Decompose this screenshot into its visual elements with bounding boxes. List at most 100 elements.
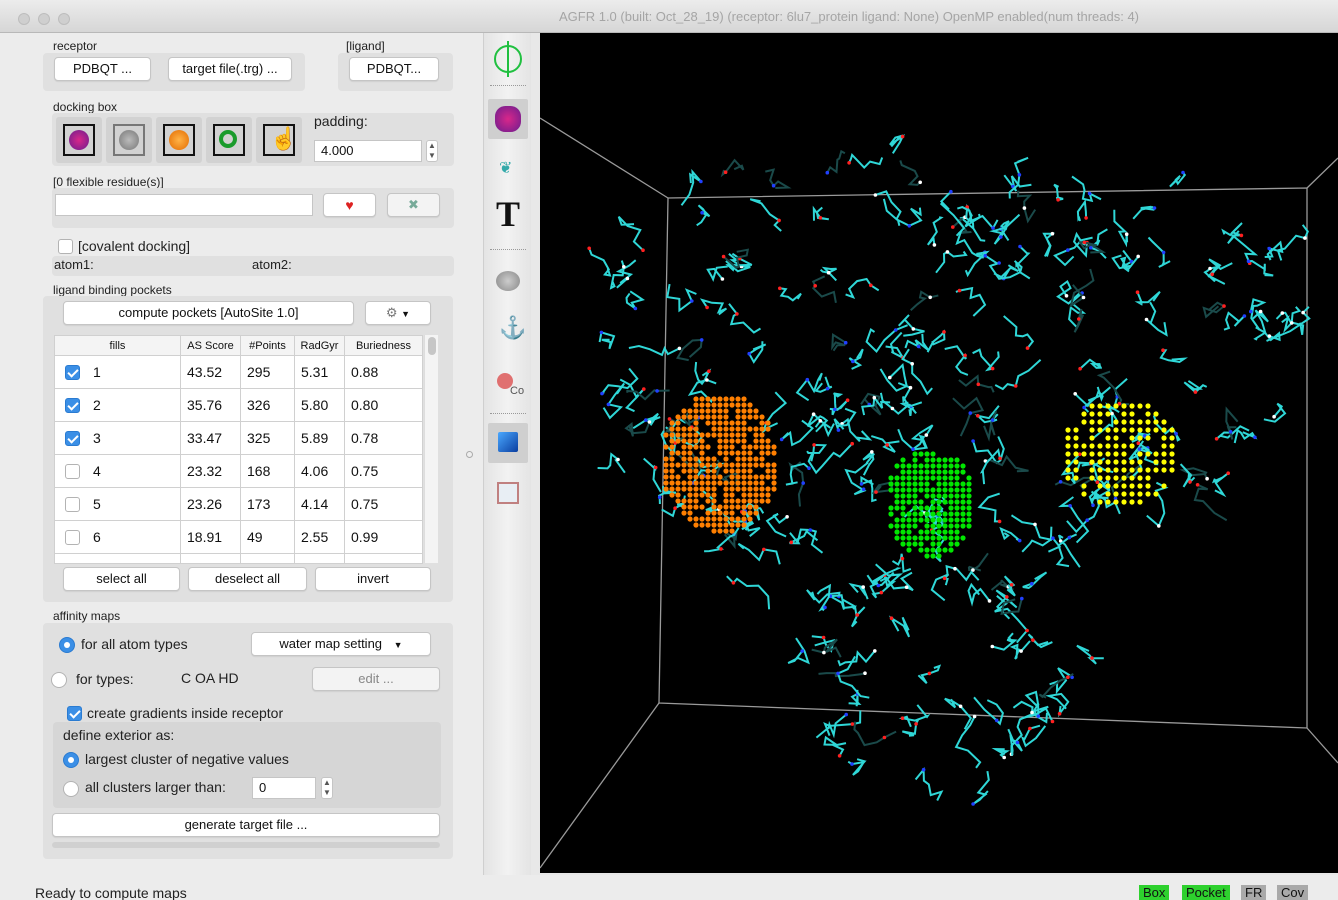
- column-header[interactable]: RadGyr: [294, 335, 345, 356]
- table-row[interactable]: 1 43.52 295 5.31 0.88: [54, 355, 423, 389]
- pocket-point: [747, 414, 753, 420]
- center-view-button[interactable]: [488, 39, 528, 79]
- atom: [1135, 290, 1140, 295]
- pocket-point: [705, 456, 711, 462]
- box-residue-icon[interactable]: [206, 117, 252, 163]
- pocket-checkbox[interactable]: [65, 530, 80, 545]
- pocket-point: [1145, 427, 1151, 433]
- splitter-handle[interactable]: [466, 451, 473, 458]
- edit-types-button[interactable]: edit ...: [312, 667, 440, 691]
- anchor-button[interactable]: ⚓: [488, 311, 528, 351]
- column-header[interactable]: #Points: [240, 335, 295, 356]
- pocket-checkbox[interactable]: [65, 398, 80, 413]
- pocket-point: [1113, 403, 1119, 409]
- column-header[interactable]: Buriedness: [344, 335, 423, 356]
- show-pockets-button[interactable]: [488, 261, 528, 301]
- target-file-button[interactable]: target file(.trg) ...: [168, 57, 292, 81]
- pocket-point: [699, 516, 705, 522]
- padding-stepper[interactable]: ▲ ▼: [426, 140, 438, 162]
- column-header[interactable]: AS Score: [180, 335, 241, 356]
- bond-chain: [787, 637, 810, 665]
- pocket-checkbox[interactable]: [65, 365, 80, 380]
- cluster-size-input[interactable]: 0: [252, 777, 316, 799]
- atom: [1064, 294, 1069, 298]
- pocket-buried-cell: 0.75: [344, 454, 423, 488]
- bond-chain: [699, 298, 728, 316]
- wire-box-button[interactable]: [488, 473, 528, 513]
- pocket-point: [717, 516, 723, 522]
- atom: [1077, 452, 1082, 457]
- show-ligand-button[interactable]: ❦: [488, 149, 528, 189]
- show-box-button[interactable]: [488, 423, 528, 463]
- table-row-partial[interactable]: [54, 553, 423, 564]
- close-window-button[interactable]: [18, 13, 30, 25]
- box-receptor-icon[interactable]: [56, 117, 102, 163]
- status-bar: Ready to compute maps Box Pocket FR Cov: [0, 875, 1338, 900]
- pocket-fill-cell: 3: [54, 421, 181, 455]
- bond-chain: [1003, 315, 1035, 349]
- viewer-canvas[interactable]: [540, 33, 1338, 873]
- receptor-pdbqt-button[interactable]: PDBQT ...: [54, 57, 151, 81]
- table-cell: [240, 553, 295, 564]
- atom: [869, 283, 873, 288]
- padding-input[interactable]: 4.000: [314, 140, 422, 162]
- box-ligand-icon[interactable]: [106, 117, 152, 163]
- minimize-window-button[interactable]: [38, 13, 50, 25]
- pockets-table-scrollbar[interactable]: [424, 335, 438, 563]
- color-button[interactable]: Co: [488, 363, 528, 403]
- pocket-point: [765, 468, 771, 474]
- pocket-point: [942, 481, 948, 487]
- table-row[interactable]: 3 33.47 325 5.89 0.78: [54, 421, 423, 455]
- compute-pockets-button[interactable]: compute pockets [AutoSite 1.0]: [63, 301, 354, 325]
- pocket-checkbox[interactable]: [65, 431, 80, 446]
- water-map-setting-dropdown[interactable]: water map setting ▼: [251, 632, 431, 656]
- pocket-point: [699, 444, 705, 450]
- create-gradients-checkbox[interactable]: [67, 706, 82, 721]
- pocket-point: [711, 420, 717, 426]
- show-receptor-button[interactable]: [488, 99, 528, 139]
- atom: [699, 179, 703, 184]
- pocket-point: [948, 511, 954, 517]
- table-row[interactable]: 4 23.32 168 4.06 0.75: [54, 454, 423, 488]
- atom: [861, 487, 866, 492]
- cluster-size-stepper[interactable]: ▲ ▼: [321, 777, 333, 799]
- atom: [991, 226, 995, 230]
- text-label-button[interactable]: T: [488, 193, 528, 234]
- pocket-point: [900, 517, 906, 523]
- ligand-pdbqt-button[interactable]: PDBQT...: [349, 57, 439, 81]
- pocket-options-dropdown[interactable]: ⚙ ▼: [365, 301, 431, 325]
- pocket-point: [735, 414, 741, 420]
- for-types-radio[interactable]: [51, 672, 67, 688]
- molecule-viewer[interactable]: [540, 33, 1338, 873]
- atom: [958, 704, 963, 709]
- covalent-docking-checkbox[interactable]: [58, 239, 73, 254]
- pocket-point: [894, 535, 900, 541]
- box-pocket-icon[interactable]: [156, 117, 202, 163]
- all-clusters-radio[interactable]: [63, 781, 79, 797]
- atom: [1025, 346, 1030, 350]
- flex-residue-input[interactable]: [55, 194, 313, 216]
- pocket-checkbox[interactable]: [65, 497, 80, 512]
- atom: [1058, 480, 1063, 484]
- bond-chain: [999, 526, 1021, 542]
- box-manual-icon[interactable]: ☝: [256, 117, 302, 163]
- atom: [999, 235, 1003, 239]
- scrollbar-thumb[interactable]: [428, 337, 436, 355]
- pocket-point: [960, 523, 966, 529]
- zoom-window-button[interactable]: [58, 13, 70, 25]
- invert-selection-button[interactable]: invert: [315, 567, 431, 591]
- table-row[interactable]: 2 35.76 326 5.80 0.80: [54, 388, 423, 422]
- table-row[interactable]: 5 23.26 173 4.14 0.75: [54, 487, 423, 521]
- deselect-all-button[interactable]: deselect all: [188, 567, 307, 591]
- flex-residue-clear-button[interactable]: ✖: [387, 193, 440, 217]
- pocket-checkbox[interactable]: [65, 464, 80, 479]
- generate-target-file-button[interactable]: generate target file ...: [52, 813, 440, 837]
- table-row[interactable]: 6 18.91 49 2.55 0.99: [54, 520, 423, 554]
- pocket-point: [711, 396, 717, 402]
- pocket-point: [942, 517, 948, 523]
- column-header[interactable]: fills: [54, 335, 181, 356]
- select-all-button[interactable]: select all: [63, 567, 180, 591]
- largest-cluster-radio[interactable]: [63, 752, 79, 768]
- all-atom-types-radio[interactable]: [59, 637, 75, 653]
- flex-residue-add-button[interactable]: ♥: [323, 193, 376, 217]
